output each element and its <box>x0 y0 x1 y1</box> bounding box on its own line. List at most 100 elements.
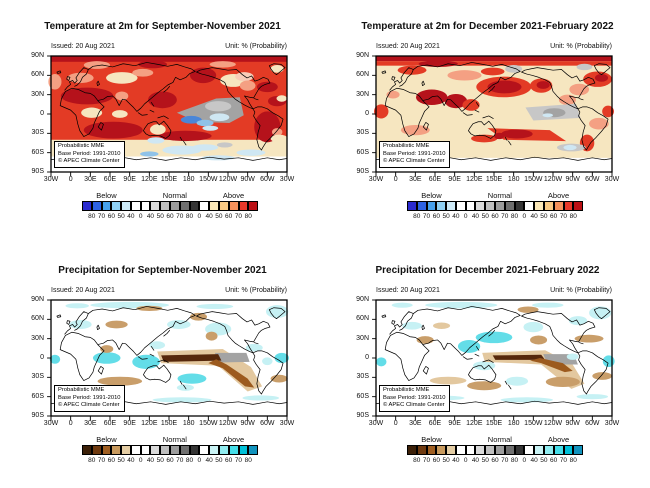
map-frame <box>375 299 613 417</box>
field-region <box>517 306 539 313</box>
issued-date-label: Issued: 20 Aug 2021 <box>376 43 440 50</box>
colorbar-edge-value: 0 <box>197 213 202 220</box>
y-tick-label: 90S <box>31 168 44 175</box>
colorbar-cell <box>91 201 102 211</box>
colorbar-normal-label: Normal <box>487 435 512 444</box>
field-region <box>111 110 128 118</box>
probability-colorbar <box>407 445 584 455</box>
field-region <box>270 134 288 143</box>
colorbar-cell <box>140 201 151 211</box>
colorbar-edge-value: 50 <box>215 213 223 220</box>
y-tick-label: 60S <box>31 392 44 400</box>
colorbar-edge-value: 60 <box>107 457 115 464</box>
y-tick-label: 30N <box>356 90 369 98</box>
colorbar-cell <box>514 445 525 455</box>
field-region <box>81 107 103 118</box>
axis-tick-marks <box>47 299 288 421</box>
colorbar-cell <box>495 201 505 211</box>
field-region <box>196 303 234 310</box>
field-region <box>602 105 614 118</box>
colorbar-edge-value: 60 <box>225 213 233 220</box>
colorbar-edge-value: 70 <box>422 213 431 220</box>
field-region <box>592 372 612 380</box>
colorbar-tick-labels: 80 70 60 50 40 0 40 50 60 70 80 0 40 50 60 70 80 <box>407 457 583 465</box>
colorbar-cell <box>179 445 190 455</box>
colorbar-below-label: Below <box>96 435 117 444</box>
annotation-line-1: Probabilistic MME <box>383 387 430 394</box>
field-region <box>494 132 505 140</box>
y-tick-label: 30N <box>31 334 44 342</box>
colorbar-edge-value: 70 <box>97 213 106 220</box>
unit-label: Unit: % (Probability) <box>225 287 287 294</box>
colorbar-below-label: Below <box>421 435 442 444</box>
x-tick-label: 30W <box>43 176 59 183</box>
longitude-axis: 30W 0 30E 60E 90E 120E 150E 180 150W 120W 90W 60W 30… <box>369 420 619 430</box>
colorbar-edge-value: 60 <box>166 457 174 464</box>
colorbar-cell <box>170 201 180 211</box>
y-tick-label: 60N <box>31 315 44 323</box>
latitude-axis: 90N 60N 30N 0 30S 60S 90S <box>349 296 373 419</box>
field-region <box>216 142 233 148</box>
colorbar-edge-value: 50 <box>442 457 450 464</box>
x-tick-label: 90W <box>240 420 255 427</box>
x-tick-label: 30W <box>279 420 295 427</box>
colorbar-cell <box>543 201 554 211</box>
colorbar-cell <box>407 201 417 211</box>
x-tick-label: 150W <box>524 420 543 427</box>
colorbar-edge-value: 50 <box>156 213 164 220</box>
colorbar-edge-value: 0 <box>463 213 468 220</box>
colorbar-cell <box>563 201 574 211</box>
x-tick-label: 60W <box>585 420 600 427</box>
field-region <box>376 61 612 66</box>
colorbar-cell <box>514 201 525 211</box>
colorbar-cell <box>248 201 259 211</box>
y-tick-label: 60S <box>356 392 369 400</box>
colorbar-section-labels: Below Normal Above <box>82 191 258 200</box>
y-tick-label: 60N <box>356 71 369 79</box>
x-tick-label: 150W <box>199 176 218 183</box>
map-frame <box>50 299 288 417</box>
x-tick-label: 0 <box>393 420 398 427</box>
x-tick-label: 120E <box>466 420 483 427</box>
field-region <box>202 125 219 131</box>
x-tick-label: 30W <box>604 420 620 427</box>
y-tick-label: 30N <box>31 90 44 98</box>
issued-date-label: Issued: 20 Aug 2021 <box>51 43 115 50</box>
colorbar-edge-value: 40 <box>530 213 538 220</box>
colorbar-below-label: Below <box>421 191 442 200</box>
world-map: Probabilistic MME Base Period: 1991-2010… <box>372 55 614 177</box>
colorbar-normal-label: Normal <box>162 191 187 200</box>
x-tick-label: 150W <box>199 420 218 427</box>
colorbar-cell <box>534 201 544 211</box>
colorbar-cell <box>553 201 564 211</box>
colorbar-cell <box>524 201 535 211</box>
field-region <box>100 345 114 353</box>
colorbar-edge-value: 70 <box>176 457 184 464</box>
field-region <box>161 354 222 362</box>
x-tick-label: 120W <box>218 176 238 183</box>
colorbar-above-label: Above <box>222 435 245 444</box>
colorbar-tick-labels: 80 70 60 50 40 0 40 50 60 70 80 0 40 50 60 70 80 <box>407 213 583 221</box>
colorbar-edge-value: 60 <box>225 457 233 464</box>
probability-colorbar <box>82 201 259 211</box>
colorbar-cell <box>228 201 239 211</box>
field-region <box>425 301 498 309</box>
y-tick-label: 60N <box>31 71 44 79</box>
x-tick-label: 90W <box>565 176 580 183</box>
probability-colorbar <box>407 201 584 211</box>
colorbar-cell <box>553 445 564 455</box>
field-region <box>162 145 202 155</box>
colorbar-cell <box>446 201 456 211</box>
x-tick-label: 90E <box>123 176 136 183</box>
field-region <box>444 94 468 109</box>
x-tick-label: 0 <box>393 176 398 183</box>
colorbar-cell <box>160 201 171 211</box>
colorbar-edge-value: 50 <box>540 213 548 220</box>
colorbar-edge-value: 70 <box>559 457 568 464</box>
colorbar-edge-value: 70 <box>559 213 568 220</box>
field-region <box>589 117 609 130</box>
x-tick-label: 30E <box>409 420 422 427</box>
axis-tick-marks <box>372 299 613 421</box>
field-region <box>400 124 430 136</box>
y-tick-label: 60S <box>31 148 44 156</box>
